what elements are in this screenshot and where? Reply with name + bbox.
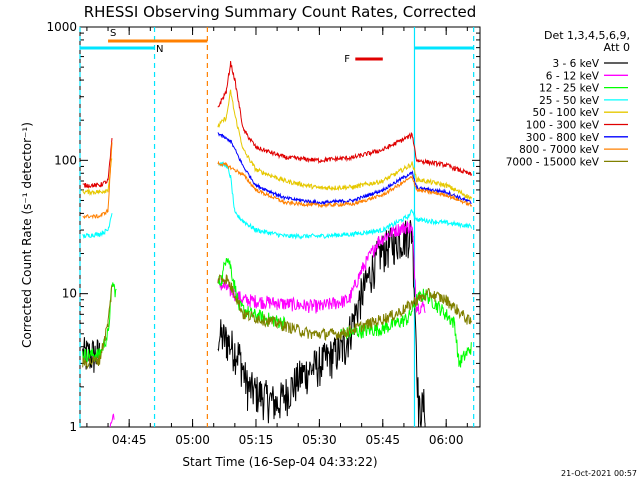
series-line-2 <box>109 220 426 428</box>
legend-entry-label: 6 - 12 keV <box>546 70 600 82</box>
series-line-8 <box>82 142 472 220</box>
x-tick-label: 05:15 <box>239 433 274 447</box>
y-tick-label: 1 <box>69 420 77 434</box>
y-tick-label: 1000 <box>46 20 77 34</box>
x-tick-label: 05:30 <box>302 433 337 447</box>
legend-entry-label: 3 - 6 keV <box>552 58 599 70</box>
x-tick-label: 05:45 <box>365 433 400 447</box>
legend-header-line-1: Det 1,3,4,5,6,9, <box>544 29 630 42</box>
series-line-7 <box>217 132 472 206</box>
plot-frame <box>79 26 481 428</box>
chart-title: RHESSI Observing Summary Count Rates, Co… <box>84 3 477 21</box>
series-line-5 <box>82 89 472 202</box>
series-group <box>82 60 476 428</box>
legend-entry-label: 300 - 800 keV <box>526 132 600 144</box>
legend-entry-label: 25 - 50 keV <box>539 95 600 107</box>
x-tick-label: 04:45 <box>112 433 147 447</box>
axis-ticks: 1 10 100 1000 04:45 05:00 05:15 05:30 05:45 06:00 <box>46 20 480 447</box>
legend-entry-label: 12 - 25 keV <box>539 83 600 95</box>
y-tick-label: 100 <box>54 153 77 167</box>
series-line-9 <box>82 274 472 370</box>
legend-entry-label: 800 - 7000 keV <box>519 144 600 156</box>
x-axis-label: Start Time (16-Sep-04 04:33:22) <box>182 455 377 469</box>
legend-entry-label: 50 - 100 keV <box>532 107 599 119</box>
legend-entry-label: 100 - 300 keV <box>526 120 600 132</box>
interval-label: F <box>344 54 350 65</box>
y-tick-label: 10 <box>62 287 77 301</box>
legend-entry-label: 7000 - 15000 keV <box>506 156 600 168</box>
x-tick-label: 05:00 <box>175 433 210 447</box>
x-tick-label: 06:00 <box>429 433 464 447</box>
interval-label: S <box>110 28 116 39</box>
date-stamp: 21-Oct-2021 00:57 <box>561 469 637 478</box>
y-axis-label: Corrected Count Rate (s⁻¹ detector⁻¹) <box>20 122 34 348</box>
series-line-6 <box>82 60 472 189</box>
interval-label: N <box>156 44 163 55</box>
series-line-4 <box>82 161 472 240</box>
interval-markers: S N F <box>79 27 475 427</box>
legend-header-line-2: Att 0 <box>604 41 630 54</box>
